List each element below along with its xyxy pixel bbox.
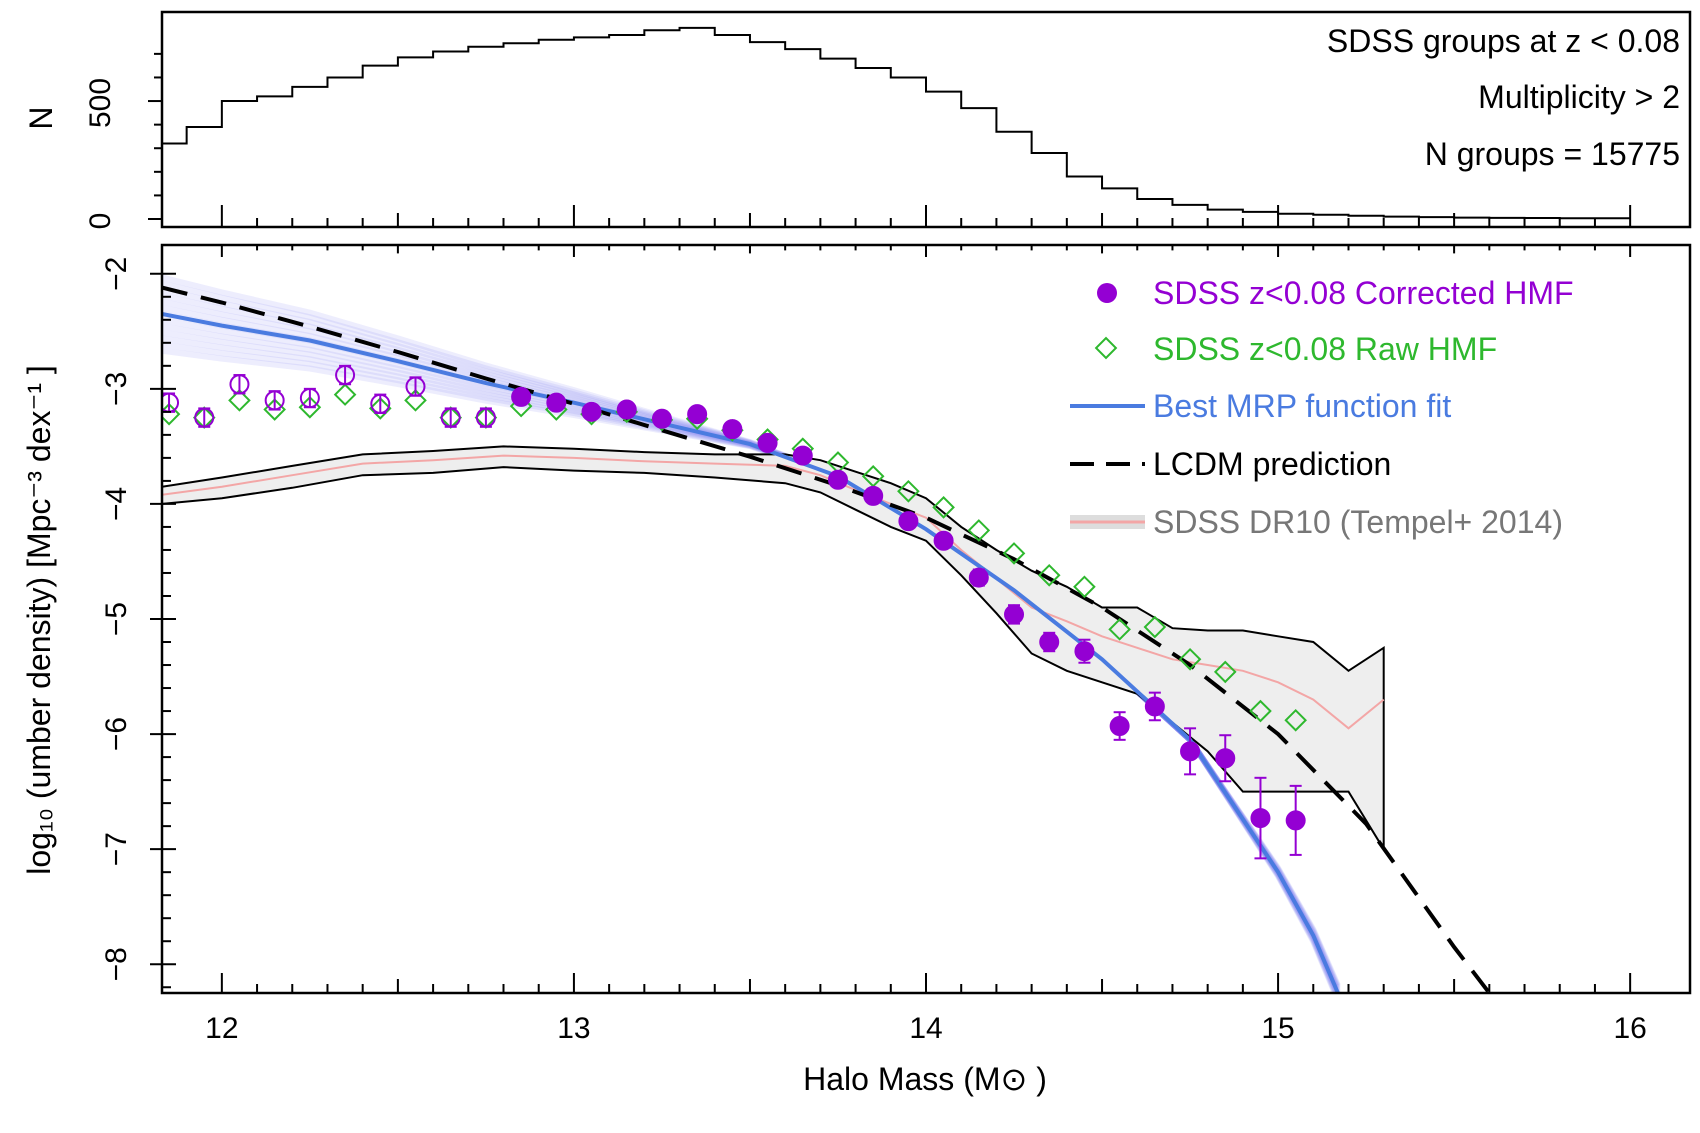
corrected-hmf-point <box>475 407 496 428</box>
hist-ylabel: N <box>23 106 59 129</box>
legend-label-tempel: SDSS DR10 (Tempel+ 2014) <box>1153 504 1563 540</box>
corrected-hmf-point <box>1285 810 1306 831</box>
corrected-hmf-point <box>440 407 461 428</box>
main-axes-ticks <box>150 245 1632 993</box>
corrected-hmf-point <box>1180 741 1201 762</box>
raw-hmf-point <box>1178 647 1202 671</box>
raw-hmf-point <box>1249 699 1272 723</box>
corrected-hmf-point <box>616 399 637 420</box>
raw-hmf-point <box>228 389 251 412</box>
raw-hmf-point <box>897 479 920 503</box>
corrected-hmf-point <box>1004 604 1025 625</box>
raw-hmf-point <box>1108 618 1131 641</box>
histogram-y-axis <box>148 52 162 220</box>
ytick-minus5: −5 <box>100 602 133 636</box>
xtick-12: 12 <box>205 1012 238 1045</box>
histogram-x-ticks <box>220 205 1632 227</box>
legend-marker-raw <box>1094 336 1118 360</box>
raw-hmf-point <box>861 464 885 488</box>
raw-hmf-point <box>826 451 850 474</box>
ytick-minus4: −4 <box>100 487 133 521</box>
histogram-steps <box>162 26 1631 220</box>
raw-hmf-point <box>263 398 286 421</box>
ytick-minus7: −7 <box>100 832 133 866</box>
corrected-hmf-point <box>405 376 426 397</box>
corrected-hmf-point <box>968 567 989 588</box>
legend: SDSS z<0.08 Corrected HMF SDSS z<0.08 Ra… <box>1070 275 1574 540</box>
corrected-hmf-point <box>722 419 743 440</box>
raw-hmf-point <box>932 496 955 519</box>
corrected-hmf-point <box>264 390 285 411</box>
raw-hmf-point <box>1037 563 1061 587</box>
ytick-minus2: −2 <box>100 257 133 291</box>
raw-hmf-point <box>1143 615 1167 639</box>
corrected-hmf-point <box>863 485 884 506</box>
xtick-16: 16 <box>1613 1012 1646 1045</box>
raw-hmf-point <box>298 395 322 419</box>
corrected-hmf-point <box>1144 696 1165 717</box>
raw-hmf-point <box>1002 542 1026 565</box>
raw-hmf-point <box>967 519 991 542</box>
y-axis-title: log₁₀ (umber density) [Mpc⁻³ dex⁻¹ ] <box>21 365 57 875</box>
corrected-hmf-point <box>370 393 391 414</box>
raw-hmf-point <box>439 406 463 429</box>
corrected-hmf-points <box>162 364 1306 860</box>
corrected-hmf-point <box>757 432 778 453</box>
corrected-hmf-point <box>1039 632 1060 653</box>
corrected-hmf-point <box>546 392 567 413</box>
raw-hmf-point <box>1213 660 1237 684</box>
corrected-hmf-point <box>651 408 672 429</box>
corrected-hmf-point <box>581 401 602 422</box>
xtick-14: 14 <box>909 1012 942 1045</box>
raw-hmf-point <box>1073 575 1096 599</box>
raw-hmf-point <box>1284 708 1307 732</box>
corrected-hmf-point <box>335 365 356 386</box>
corrected-hmf-point <box>827 469 848 490</box>
corrected-hmf-point <box>299 388 320 409</box>
corrected-hmf-point <box>687 404 708 425</box>
ytick-minus3: −3 <box>100 372 133 406</box>
legend-label-mrp: Best MRP function fit <box>1153 388 1451 424</box>
x-axis-title: Halo Mass (M⊙ ) <box>803 1061 1047 1097</box>
corrected-hmf-point <box>511 386 532 407</box>
hmf-panel: 12 13 14 15 16 −8 −7 −6 −5 −4 −3 −2 Halo… <box>21 243 1692 1097</box>
ytick-minus8: −8 <box>100 947 133 981</box>
corrected-hmf-point <box>1109 716 1130 737</box>
annotation-n-groups: N groups = 15775 <box>1425 136 1680 172</box>
legend-label-corrected: SDSS z<0.08 Corrected HMF <box>1153 275 1574 311</box>
legend-label-raw: SDSS z<0.08 Raw HMF <box>1153 331 1497 367</box>
histogram-panel: 500 0 N SDSS groups at z < 0.08 Multipli… <box>23 10 1692 230</box>
hist-ytick-500: 500 <box>84 78 117 128</box>
annotation-sdss-groups: SDSS groups at z < 0.08 <box>1327 23 1680 59</box>
legend-label-lcdm: LCDM prediction <box>1153 446 1391 482</box>
corrected-hmf-point <box>933 530 954 551</box>
xtick-15: 15 <box>1261 1012 1294 1045</box>
annotation-multiplicity: Multiplicity > 2 <box>1478 79 1680 115</box>
corrected-hmf-point <box>194 407 215 428</box>
corrected-hmf-point <box>792 445 813 466</box>
raw-hmf-point <box>474 406 498 429</box>
corrected-hmf-point <box>1250 808 1271 829</box>
raw-hmf-point <box>192 406 216 429</box>
raw-hmf-point <box>333 383 357 406</box>
xtick-13: 13 <box>557 1012 590 1045</box>
hist-ytick-0: 0 <box>84 213 117 230</box>
corrected-hmf-point <box>1074 641 1095 662</box>
corrected-hmf-point <box>1215 748 1236 769</box>
corrected-hmf-point <box>229 374 250 395</box>
corrected-hmf-point <box>898 511 919 532</box>
ytick-minus6: −6 <box>100 717 133 751</box>
legend-marker-corrected <box>1097 283 1117 303</box>
